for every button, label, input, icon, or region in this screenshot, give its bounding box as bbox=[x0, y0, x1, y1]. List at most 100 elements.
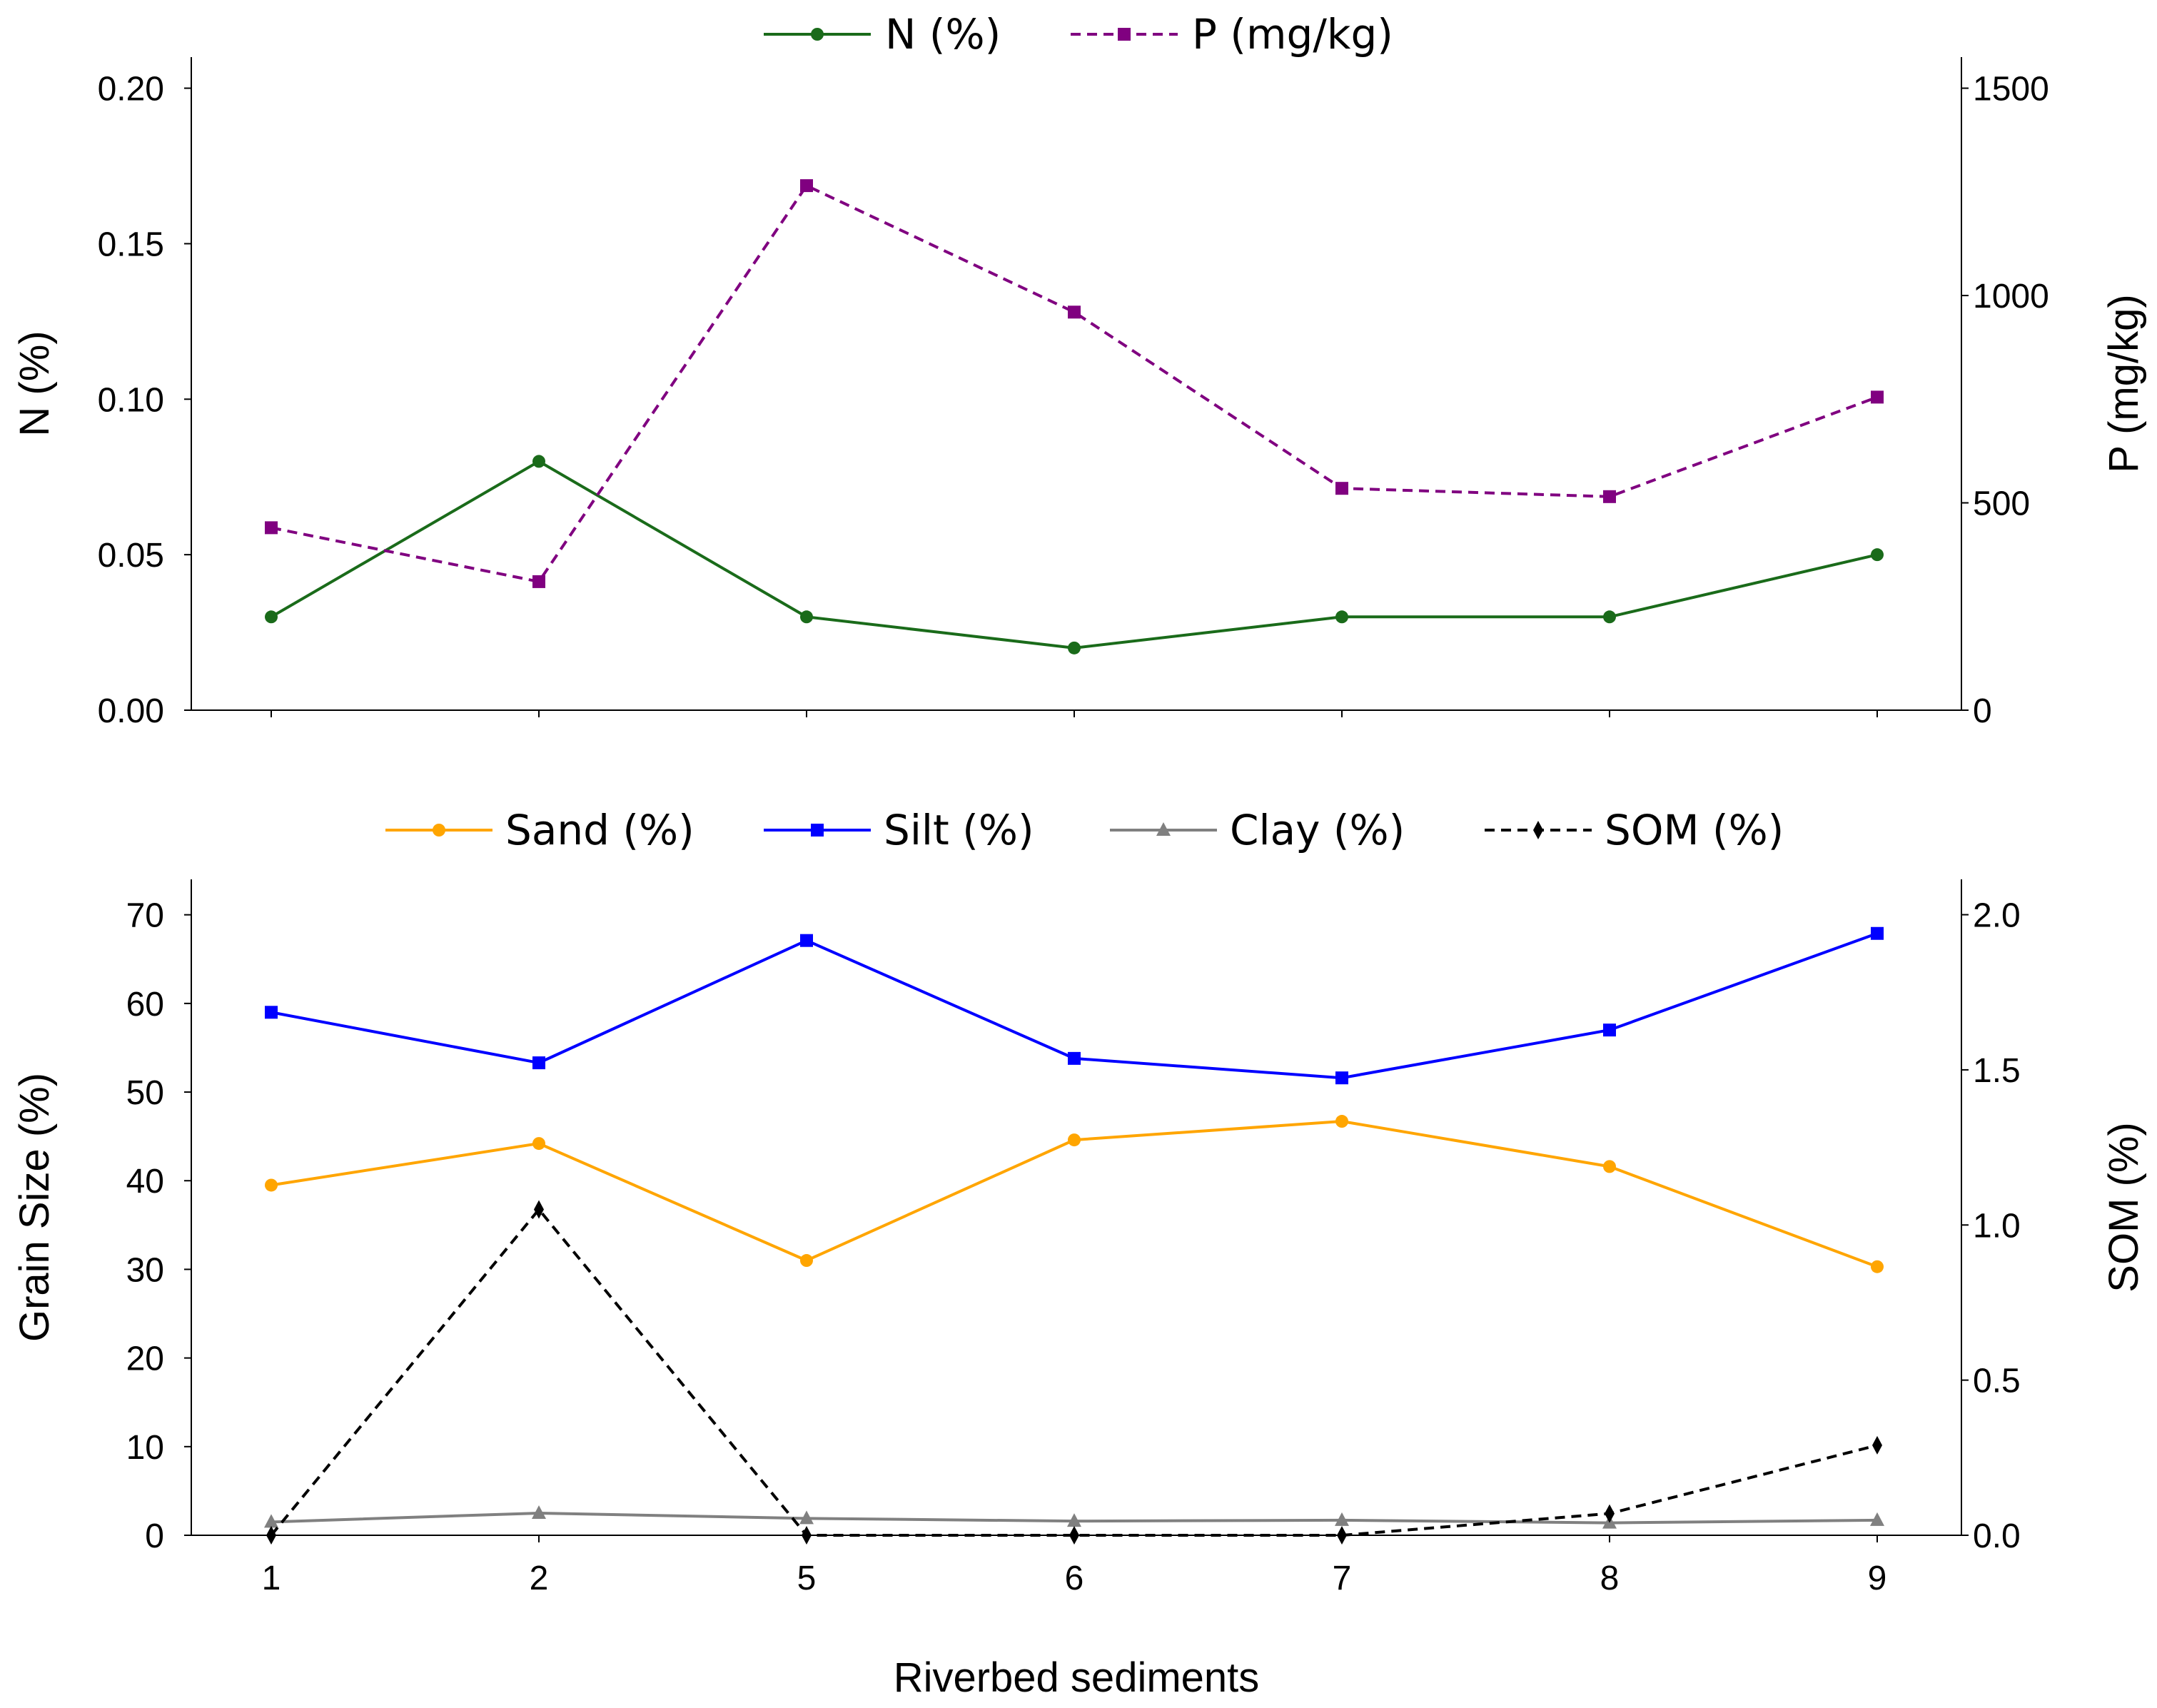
legend-marker bbox=[433, 824, 445, 837]
legend-marker bbox=[1118, 28, 1131, 41]
right-tick-label: 1000 bbox=[1973, 278, 2049, 315]
data-point bbox=[532, 575, 545, 588]
data-point bbox=[800, 179, 813, 193]
legend-item: SOM (%) bbox=[1485, 806, 1784, 854]
left-tick-label: 0.15 bbox=[98, 226, 164, 263]
data-point bbox=[1603, 1024, 1616, 1037]
legend-label: Sand (%) bbox=[505, 806, 694, 854]
legend-label: SOM (%) bbox=[1605, 806, 1784, 854]
series-clay bbox=[264, 1505, 1884, 1529]
data-point bbox=[265, 521, 278, 535]
left-tick-label: 0.10 bbox=[98, 381, 164, 419]
data-point bbox=[800, 610, 813, 624]
legend-label: Silt (%) bbox=[884, 806, 1034, 854]
series-line bbox=[270, 1207, 1878, 1537]
x-tick-label: 7 bbox=[1333, 1560, 1352, 1597]
left-tick-label: 20 bbox=[126, 1340, 164, 1378]
left-axis-title: N (%) bbox=[11, 330, 58, 436]
data-point bbox=[1870, 1512, 1884, 1526]
left-tick-label: 0 bbox=[145, 1517, 164, 1555]
right-tick-label: 0 bbox=[1973, 692, 1992, 730]
data-point bbox=[1335, 1071, 1348, 1085]
left-tick-label: 0.00 bbox=[98, 692, 164, 730]
legend-marker bbox=[811, 28, 824, 41]
series-som bbox=[266, 1200, 1882, 1545]
series-silt bbox=[265, 926, 1884, 1085]
legend-marker bbox=[811, 824, 824, 837]
legend-label: P (mg/kg) bbox=[1192, 10, 1393, 59]
right-tick-label: 500 bbox=[1973, 485, 2030, 523]
data-point bbox=[1335, 610, 1348, 624]
data-point bbox=[264, 1514, 278, 1528]
left-tick-label: 70 bbox=[126, 897, 164, 935]
data-point bbox=[265, 1006, 278, 1019]
data-point bbox=[266, 1526, 276, 1545]
legend-item: Sand (%) bbox=[385, 806, 694, 854]
data-point bbox=[800, 1254, 813, 1268]
left-tick-label: 0.05 bbox=[98, 537, 164, 575]
x-tick-label: 9 bbox=[1868, 1560, 1887, 1597]
legend-item: Clay (%) bbox=[1110, 806, 1405, 854]
left-axis-title: Grain Size (%) bbox=[11, 1073, 58, 1342]
data-point bbox=[1872, 1435, 1882, 1455]
series-n bbox=[265, 455, 1884, 655]
data-point bbox=[1335, 1512, 1349, 1526]
data-point bbox=[800, 934, 813, 947]
x-tick-label: 8 bbox=[1600, 1560, 1620, 1597]
legend-label: Clay (%) bbox=[1230, 806, 1405, 854]
data-point bbox=[1603, 490, 1616, 503]
left-tick-label: 60 bbox=[126, 986, 164, 1024]
series-line bbox=[271, 183, 1878, 584]
series-line bbox=[270, 460, 1878, 650]
series-sand bbox=[265, 1115, 1884, 1273]
legend-marker bbox=[1156, 822, 1171, 836]
data-point bbox=[1337, 1526, 1347, 1545]
data-point bbox=[1068, 1051, 1081, 1065]
data-point bbox=[1871, 926, 1884, 940]
right-tick-label: 2.0 bbox=[1973, 897, 2021, 935]
x-tick-label: 6 bbox=[1065, 1560, 1084, 1597]
data-point bbox=[1605, 1504, 1615, 1523]
data-point bbox=[1871, 1260, 1884, 1273]
x-tick-label: 5 bbox=[797, 1560, 817, 1597]
data-point bbox=[1067, 1513, 1081, 1527]
right-tick-label: 1.5 bbox=[1973, 1052, 2021, 1090]
data-point bbox=[532, 1056, 545, 1070]
data-point bbox=[1068, 641, 1081, 655]
chart-panel-grain-size: 0 10 20 30 40 50 60 70 0.0 0.5 1.0 1.5 2.0 1 2 5 6 7 8 9 Gra… bbox=[11, 806, 2147, 1701]
x-axis-title: Riverbed sediments bbox=[894, 1654, 1260, 1701]
data-point bbox=[1335, 1115, 1348, 1128]
left-tick-label: 10 bbox=[126, 1429, 164, 1467]
right-tick-label: 1500 bbox=[1973, 71, 2049, 108]
data-point bbox=[1871, 390, 1884, 404]
data-point bbox=[802, 1526, 812, 1545]
data-point bbox=[1603, 1160, 1616, 1173]
data-point bbox=[1068, 305, 1081, 319]
data-point bbox=[1871, 548, 1884, 562]
x-tick-label: 2 bbox=[530, 1560, 549, 1597]
right-axis-title: SOM (%) bbox=[2101, 1122, 2147, 1292]
data-point bbox=[265, 610, 278, 624]
x-tick-label: 1 bbox=[262, 1560, 281, 1597]
data-point bbox=[532, 1137, 545, 1151]
data-point bbox=[534, 1200, 544, 1219]
legend-item: P (mg/kg) bbox=[1071, 10, 1393, 59]
data-point bbox=[1069, 1526, 1079, 1545]
legend-item: Silt (%) bbox=[764, 806, 1034, 854]
right-tick-label: 0.0 bbox=[1973, 1517, 2021, 1555]
chart-panel-nutrients: 0.00 0.05 0.10 0.15 0.20 0 500 1000 1500 N (%) P (… bbox=[11, 10, 2147, 730]
series-p bbox=[265, 179, 1884, 588]
right-tick-label: 1.0 bbox=[1973, 1207, 2021, 1245]
legend-marker bbox=[1533, 821, 1543, 839]
left-tick-label: 40 bbox=[126, 1163, 164, 1201]
data-point bbox=[1335, 482, 1348, 495]
right-axis-title: P (mg/kg) bbox=[2101, 294, 2147, 473]
data-point bbox=[532, 1505, 546, 1519]
left-tick-label: 0.20 bbox=[98, 71, 164, 108]
data-point bbox=[532, 455, 545, 468]
legend-item: N (%) bbox=[764, 10, 1001, 59]
data-point bbox=[265, 1178, 278, 1192]
data-point bbox=[1068, 1133, 1081, 1147]
right-tick-label: 0.5 bbox=[1973, 1363, 2021, 1400]
